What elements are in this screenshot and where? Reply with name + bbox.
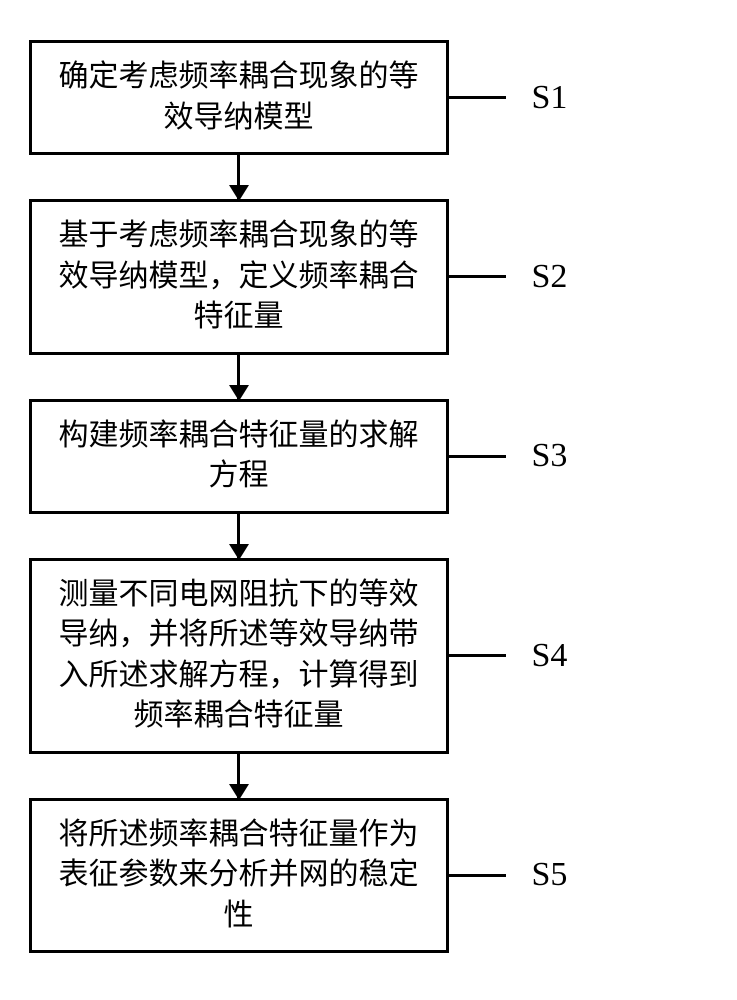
- step-row-5: 将所述频率耦合特征量作为表征参数来分析并网的稳定性 S5: [29, 798, 709, 954]
- step-box-2: 基于考虑频率耦合现象的等效导纳模型，定义频率耦合特征量: [29, 199, 449, 355]
- arrow-down-icon: [237, 754, 240, 798]
- flowchart-container: 确定考虑频率耦合现象的等效导纳模型 S1 基于考虑频率耦合现象的等效导纳模型，定…: [29, 40, 709, 953]
- step-text: 测量不同电网阻抗下的等效导纳，并将所述等效导纳带入所述求解方程，计算得到频率耦合…: [59, 578, 419, 733]
- connector-line: [446, 275, 506, 278]
- step-label-4: S4: [532, 637, 568, 675]
- step-row-2: 基于考虑频率耦合现象的等效导纳模型，定义频率耦合特征量 S2: [29, 199, 709, 355]
- step-box-4: 测量不同电网阻抗下的等效导纳，并将所述等效导纳带入所述求解方程，计算得到频率耦合…: [29, 558, 449, 754]
- connector-line: [446, 654, 506, 657]
- arrow-wrap: [29, 514, 449, 558]
- connector-line: [446, 96, 506, 99]
- step-text: 构建频率耦合特征量的求解方程: [59, 419, 419, 493]
- arrow-row: [29, 355, 709, 399]
- step-box-5: 将所述频率耦合特征量作为表征参数来分析并网的稳定性: [29, 798, 449, 954]
- step-label-5: S5: [532, 856, 568, 894]
- arrow-down-icon: [237, 155, 240, 199]
- step-label-3: S3: [532, 437, 568, 475]
- step-row-4: 测量不同电网阻抗下的等效导纳，并将所述等效导纳带入所述求解方程，计算得到频率耦合…: [29, 558, 709, 754]
- step-box-3: 构建频率耦合特征量的求解方程: [29, 399, 449, 514]
- step-text: 基于考虑频率耦合现象的等效导纳模型，定义频率耦合特征量: [59, 219, 419, 333]
- step-row-3: 构建频率耦合特征量的求解方程 S3: [29, 399, 709, 514]
- step-label-2: S2: [532, 258, 568, 296]
- arrow-down-icon: [237, 514, 240, 558]
- arrow-down-icon: [237, 355, 240, 399]
- arrow-row: [29, 754, 709, 798]
- step-text: 将所述频率耦合特征量作为表征参数来分析并网的稳定性: [59, 818, 419, 932]
- step-row-1: 确定考虑频率耦合现象的等效导纳模型 S1: [29, 40, 709, 155]
- arrow-row: [29, 514, 709, 558]
- step-text: 确定考虑频率耦合现象的等效导纳模型: [59, 60, 419, 134]
- step-box-1: 确定考虑频率耦合现象的等效导纳模型: [29, 40, 449, 155]
- arrow-wrap: [29, 754, 449, 798]
- connector-line: [446, 874, 506, 877]
- connector-line: [446, 455, 506, 458]
- step-label-1: S1: [532, 79, 568, 117]
- arrow-wrap: [29, 355, 449, 399]
- arrow-row: [29, 155, 709, 199]
- arrow-wrap: [29, 155, 449, 199]
